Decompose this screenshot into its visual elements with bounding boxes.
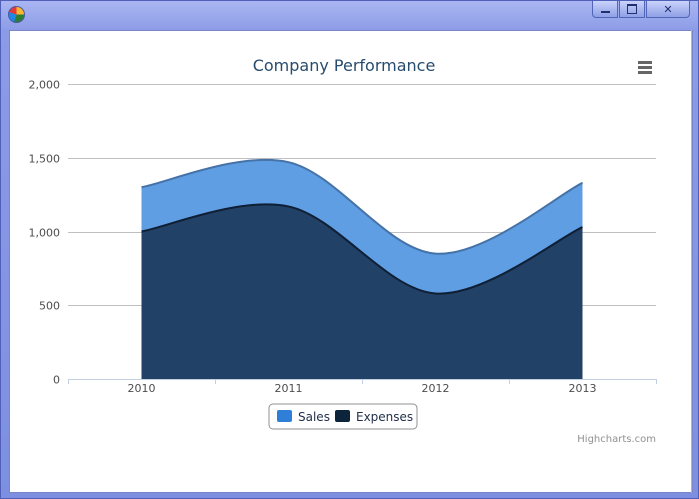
area-chart: 2010 2011 2012 2013 0 500 1,000 1,500 2,000 Com… xyxy=(29,56,657,445)
chart-title: Company Performance xyxy=(253,56,436,75)
chart-container: 2010 2011 2012 2013 0 500 1,000 1,500 2,000 Com… xyxy=(9,30,693,493)
line-sales[interactable] xyxy=(141,158,583,255)
x-tick-label: 2010 xyxy=(128,382,156,395)
y-tick-label: 1,500 xyxy=(29,153,61,166)
maximize-icon xyxy=(627,4,637,14)
credits-link[interactable]: Highcharts.com xyxy=(577,434,656,445)
y-tick-label: 500 xyxy=(39,300,60,313)
x-tick-label: 2012 xyxy=(422,382,450,395)
x-tick-label: 2013 xyxy=(569,382,597,395)
y-tick-label: 1,000 xyxy=(29,227,61,240)
window-controls: ✕ xyxy=(591,1,690,21)
series-areas xyxy=(141,158,583,379)
hamburger-menu-icon[interactable] xyxy=(638,61,652,74)
x-tick-label: 2011 xyxy=(275,382,303,395)
minimize-button[interactable] xyxy=(592,1,618,18)
y-axis-labels: 0 500 1,000 1,500 2,000 xyxy=(29,79,61,387)
legend-swatch-expenses xyxy=(335,410,350,422)
close-button[interactable]: ✕ xyxy=(646,1,690,18)
line-expenses[interactable] xyxy=(141,203,583,295)
minimize-icon xyxy=(600,10,610,13)
close-icon: ✕ xyxy=(663,2,673,16)
maximize-button[interactable] xyxy=(619,1,645,18)
pie-chart-icon[interactable] xyxy=(8,6,25,23)
y-tick-label: 0 xyxy=(53,374,60,387)
legend: Sales Expenses xyxy=(268,403,418,430)
window-edge xyxy=(691,30,692,493)
y-tick-label: 2,000 xyxy=(29,79,61,92)
legend-label-sales: Sales xyxy=(298,410,330,424)
legend-swatch-sales xyxy=(277,410,292,422)
x-axis: 2010 2011 2012 2013 xyxy=(68,379,657,395)
title-bar[interactable]: ✕ xyxy=(1,1,698,29)
area-expenses[interactable] xyxy=(141,204,583,379)
legend-item-expenses[interactable]: Expenses xyxy=(335,410,413,424)
legend-label-expenses: Expenses xyxy=(356,410,413,424)
legend-item-sales[interactable]: Sales xyxy=(277,410,330,424)
